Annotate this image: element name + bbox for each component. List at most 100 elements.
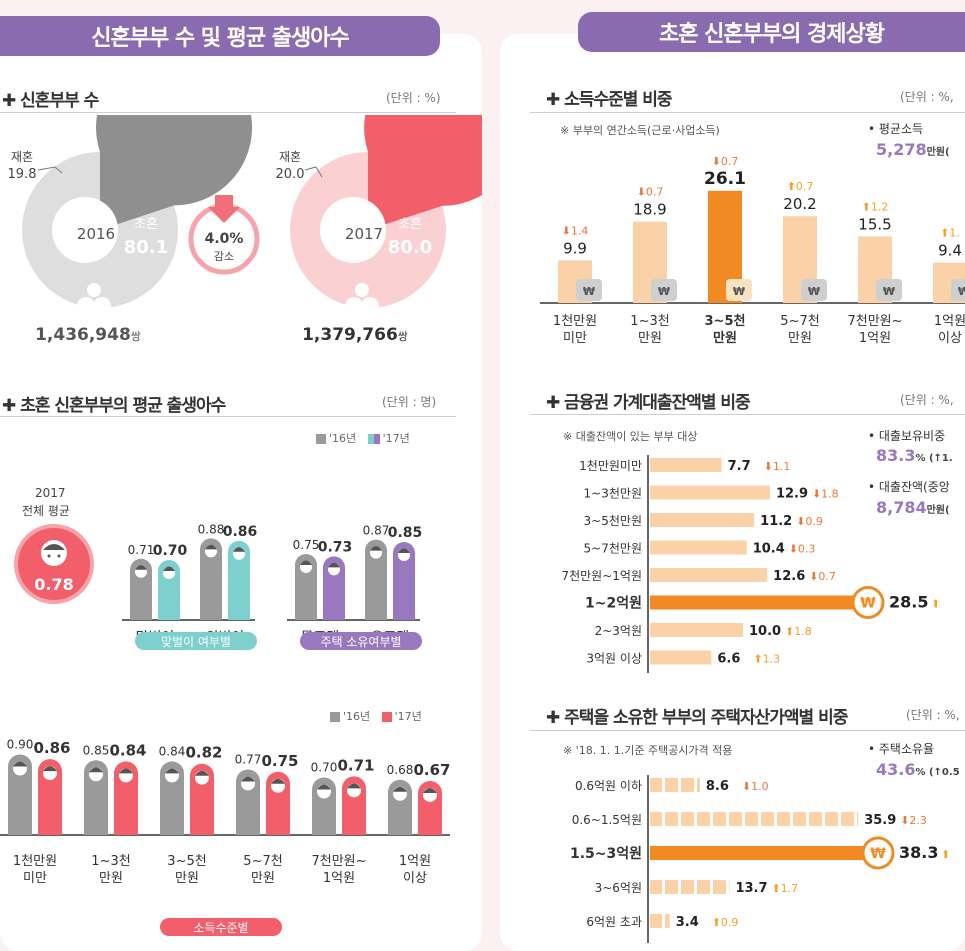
loanChart-3-category: 5~7천만원 <box>584 541 642 556</box>
houseChart-1-change: ⬇2.3 <box>900 814 927 827</box>
income-unit: (단위 : %, <box>900 90 954 104</box>
houseChart-2-category: 1.5~3억원 <box>570 846 642 862</box>
ib-0-16-label: 0.90 <box>7 738 34 752</box>
houseChart-bar-1-gap <box>758 812 761 826</box>
income-tag: 소득수준별 <box>160 918 282 936</box>
houseChart-4-category: 6억원 초과 <box>586 915 642 929</box>
houseChart-bar-1-gap <box>662 812 665 826</box>
income-share-4-value: 15.5 <box>858 215 891 233</box>
ib-3-17-label: 0.75 <box>261 752 298 770</box>
loan-ratio-value: 83.3 <box>876 446 916 465</box>
re-leader-2016 <box>37 166 63 174</box>
houseChart-bar-3-gap <box>710 880 713 894</box>
loanChart-4-change: ⬇0.7 <box>809 570 836 583</box>
loanChart-7-value: 6.6 <box>717 652 740 667</box>
ib-2-16-baby-hair <box>165 768 179 774</box>
own-rate: 43.6% (↑0.5 <box>876 760 960 779</box>
ib-2-16-label: 0.84 <box>159 744 186 758</box>
loanChart-bar-7 <box>650 650 712 665</box>
income-share-4-category-0: 7천만원~ <box>847 314 902 329</box>
count-2016-value: 1,436,948 <box>35 325 131 345</box>
group0-1-17-label: 0.86 <box>223 524 258 540</box>
loan-unit: (단위 : %, <box>900 393 954 407</box>
income-share-0-category-1: 미만 <box>563 331 587 346</box>
houseChart-bar-0-gap <box>694 778 697 792</box>
house-divider <box>530 730 965 731</box>
income-share-3-money-icon <box>801 279 827 301</box>
houseChart-2-change: ⬆ <box>941 848 950 861</box>
ib-1-16-bar <box>84 760 108 835</box>
income-share-5-money-icon <box>951 279 965 301</box>
income-share-2-change: ⬇0.7 <box>712 155 739 168</box>
income-share-3-category-0: 5~7천 <box>780 314 819 329</box>
ib-1-category-1: 만원 <box>99 871 123 886</box>
loan-chart: 1천만원미만 7.7 ⬇1.1 1~3천만원 12.9 ⬇1.8 3~5천만원 11.2 ⬇0.… <box>561 455 940 673</box>
houseChart-1-value: 35.9 <box>864 813 896 828</box>
loanChart-5-won-symbol: ₩ <box>860 596 876 612</box>
pie-2017-family-icon-a <box>345 297 363 315</box>
first-value-2017: 80.0 <box>388 237 432 258</box>
loan-note: ※ 대출잔액이 있는 부부 대상 <box>563 430 698 443</box>
loanChart-5-value: 28.5 <box>889 593 928 612</box>
income-share-3-category-1: 만원 <box>788 331 812 346</box>
group1-0-17-bar <box>323 556 345 620</box>
loanChart-bar-4 <box>650 568 768 582</box>
legend-17-swatch-b <box>373 434 380 444</box>
ib-0-17-bar <box>38 759 62 835</box>
income-legend-17-swatch <box>381 712 392 722</box>
ib-1-17-label: 0.84 <box>109 741 146 759</box>
first-value-2016: 80.1 <box>124 237 168 258</box>
loanChart-1-value: 12.9 <box>776 487 808 502</box>
ib-1-category-0: 1~3천 <box>91 854 130 869</box>
houseChart-0-category: 0.6억원 이하 <box>575 779 642 793</box>
overall-badge: 0.78 <box>14 524 94 604</box>
loan-divider <box>530 414 965 415</box>
houseChart-2-won-badge-icon <box>861 836 895 870</box>
income-share-0-change: ⬇1.4 <box>562 224 589 237</box>
income-legend-17-label: '17년 <box>394 710 422 723</box>
houseChart-bar-3 <box>650 880 730 894</box>
ib-0-16-baby-hair <box>13 761 27 767</box>
ib-0-17-label: 0.86 <box>33 739 70 757</box>
income-share-0-money-icon <box>576 279 602 301</box>
income-share-1-money-icon <box>651 279 677 301</box>
births-group-chart: 0.710.70맞벌이0.880.86외벌이0.750.73무주택0.870.8… <box>122 522 422 646</box>
loanChart-3-value: 10.4 <box>753 542 785 557</box>
births-title: ✚ 초혼 신혼부부의 평균 출생아수 <box>2 396 226 416</box>
re-value-2016: 19.8 <box>8 167 37 182</box>
houseChart-3-category: 3~6억원 <box>595 881 642 895</box>
pie-2016-slice-first <box>96 115 253 230</box>
avg-income-unit: 만원( <box>926 147 950 158</box>
loan-median-label: • 대출잔액(중앙 <box>868 480 950 494</box>
births-title-text: 초혼 신혼부부의 평균 출생아수 <box>20 396 226 416</box>
ib-5-17-baby-hair <box>423 787 437 793</box>
income-share-5-value: 9.4 <box>938 242 962 260</box>
income-share-2-money-icon <box>726 279 752 301</box>
houseChart-bar-1 <box>650 812 859 826</box>
income-share-4-money-icon <box>876 279 902 301</box>
ib-4-17-baby-hair <box>347 783 361 789</box>
avg-income-value: 5,278 <box>876 140 927 159</box>
income-share-4-change: ⬆1.2 <box>862 200 889 213</box>
group0-1-16-baby-hair <box>205 544 217 550</box>
houseChart-4-change: ⬆0.9 <box>712 916 739 929</box>
houseChart-bar-0-gap <box>678 778 681 792</box>
houseChart-2-won-symbol: ₩ <box>870 846 886 862</box>
income-note: ※ 부부의 연간소득(근로·사업소득) <box>560 124 720 137</box>
legend-17-swatch <box>367 434 374 444</box>
loanChart-2-value: 11.2 <box>760 514 792 529</box>
income-share-4-won-icon: ₩ <box>883 285 895 298</box>
ib-4-category-0: 7천만원~ <box>311 854 366 869</box>
pie-2016-family-icon-a <box>77 297 95 315</box>
ib-5-category-0: 1억원 <box>399 854 431 869</box>
loanChart-6-category: 2~3억원 <box>595 624 642 638</box>
group0-0-17-baby-hair <box>163 566 175 571</box>
income-title-text: 소득수준별 비중 <box>564 90 672 110</box>
house-chart: 0.6억원 이하 8.6 ⬇1.0 0.6~1.5억원 35.9 ⬇2.3 1.5~3억원 ₩… <box>570 775 950 943</box>
loanChart-5-won-badge-icon <box>851 586 885 619</box>
houseChart-bar-0 <box>650 778 700 792</box>
change-label: 감소 <box>214 250 234 263</box>
houseChart-bar-3-gap <box>662 880 665 894</box>
income-legend-16-label: '16년 <box>343 710 371 723</box>
